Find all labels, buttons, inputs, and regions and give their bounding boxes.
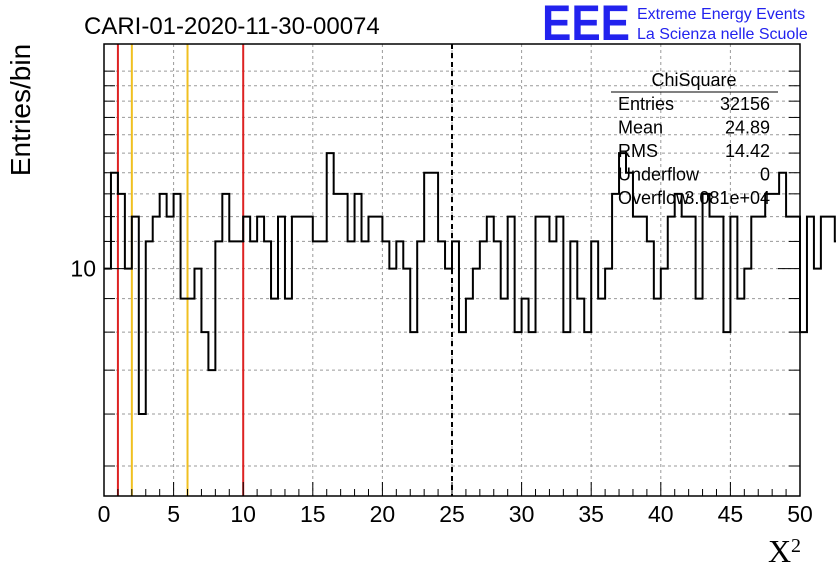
- stats-value-rms: 14.42: [725, 141, 770, 161]
- eee-logo: EEE Extreme Energy Events La Scienza nel…: [542, 0, 808, 51]
- chart-title: CARI-01-2020-11-30-00074: [84, 13, 380, 40]
- x-tick-label: 40: [648, 501, 674, 527]
- histogram-line: [104, 152, 836, 416]
- stats-value-mean: 24.89: [725, 118, 770, 138]
- x-tick-label: 15: [300, 501, 326, 527]
- axis-ticks: 0 5 10 15 20 25 30 35 40 45 50 10: [70, 70, 813, 527]
- x-tick-label: 10: [230, 501, 256, 527]
- x-axis-label: X: [768, 533, 791, 569]
- stats-box: ChiSquare Entries 32156 Mean 24.89 RMS 14.42 Un…: [611, 70, 778, 208]
- stats-value-entries: 32156: [720, 94, 770, 114]
- x-tick-label: 50: [787, 501, 813, 527]
- stats-label-overflow: Overflow: [618, 188, 690, 208]
- stats-value-underflow: 0: [760, 165, 770, 185]
- x-tick-label: 20: [370, 501, 396, 527]
- x-tick-label: 30: [509, 501, 535, 527]
- stats-title: ChiSquare: [651, 70, 736, 90]
- reference-lines: [116, 44, 453, 496]
- logo-mark: EEE: [542, 0, 630, 51]
- stats-value-overflow: 3.081e+04: [684, 188, 770, 208]
- logo-line-2: La Scienza nelle Scuole: [637, 26, 808, 43]
- x-tick-label: 25: [439, 501, 465, 527]
- x-tick-label: 0: [98, 501, 111, 527]
- y-tick-label: 10: [70, 256, 96, 282]
- x-axis-label-superscript: 2: [791, 535, 801, 557]
- stats-label-mean: Mean: [618, 118, 663, 138]
- stats-label-underflow: Underflow: [618, 165, 700, 185]
- y-axis-label: Entries/bin: [5, 44, 36, 176]
- logo-line-1: Extreme Energy Events: [637, 6, 805, 23]
- stats-label-rms: RMS: [618, 141, 658, 161]
- x-tick-label: 45: [718, 501, 744, 527]
- x-tick-label: 35: [578, 501, 604, 527]
- stats-label-entries: Entries: [618, 94, 674, 114]
- x-tick-label: 5: [167, 501, 180, 527]
